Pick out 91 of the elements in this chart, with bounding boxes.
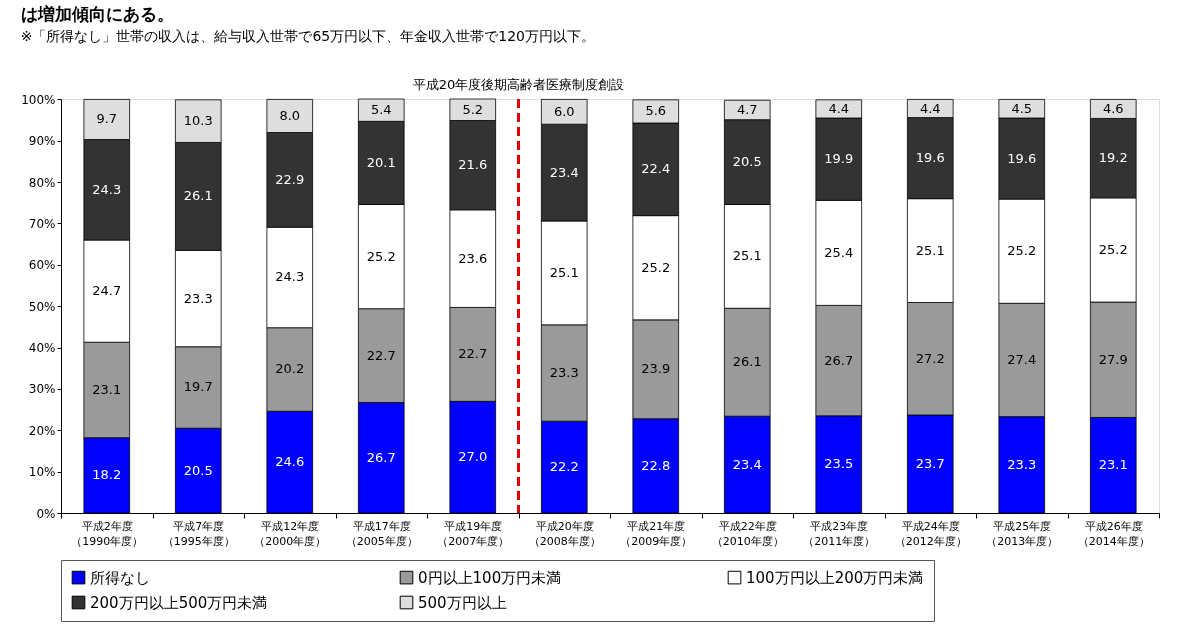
data-label: 6.0: [553, 103, 575, 119]
data-label: 22.7: [458, 346, 488, 362]
data-label: 4.4: [919, 100, 941, 116]
data-label: 4.6: [1102, 100, 1124, 116]
data-label: 25.4: [824, 244, 854, 260]
data-label: 27.0: [458, 449, 488, 465]
text: は増加傾向にある。: [20, 4, 174, 24]
data-label: 20.5: [732, 154, 762, 170]
y-tick-label: 40%: [28, 341, 56, 356]
x-tick-label: 平成22年度（2010年度）: [711, 519, 784, 548]
data-label: 20.2: [275, 361, 305, 377]
data-label: 9.7: [96, 111, 118, 127]
x-tick-label: 平成21年度（2009年度）: [620, 519, 693, 548]
data-label: 26.7: [366, 449, 396, 465]
data-label: 4.5: [1011, 100, 1033, 116]
text: ※「所得なし」世帯の収入は、給与収入世帯で65万円以下、年金収入世帯で120万円以下。: [20, 28, 595, 44]
legend-label: 100万円以上200万円未満: [746, 568, 924, 587]
x-tick-label: 平成20年度（2008年度）: [528, 519, 601, 548]
data-label: 23.4: [549, 164, 579, 180]
data-label: 22.2: [549, 459, 579, 475]
data-label: 19.9: [824, 151, 854, 167]
data-label: 19.2: [1098, 150, 1128, 166]
data-label: 23.3: [549, 365, 579, 380]
data-label: 26.1: [732, 354, 762, 370]
data-label: 19.7: [183, 379, 213, 395]
y-tick-label: 90%: [28, 134, 56, 149]
data-label: 25.2: [1098, 241, 1128, 257]
y-tick-label: 30%: [28, 382, 56, 397]
data-label: 8.0: [279, 107, 301, 123]
data-label: 19.6: [915, 150, 945, 166]
data-label: 25.1: [732, 248, 762, 264]
x-tick-label: 平成7年度（1995年度）: [162, 519, 235, 548]
data-label: 4.4: [828, 100, 850, 116]
data-label: 25.1: [915, 242, 945, 258]
x-tick-label: 平成17年度（2005年度）: [345, 519, 418, 548]
legend-label: 500万円以上: [418, 593, 507, 612]
legend-label: 所得なし: [90, 568, 150, 587]
legend-label: 0円以上100万円未満: [418, 568, 562, 587]
data-label: 23.5: [824, 456, 854, 472]
data-label: 24.7: [92, 283, 122, 299]
data-label: 23.9: [641, 361, 671, 377]
data-label: 25.1: [549, 264, 579, 280]
data-label: 22.9: [275, 171, 305, 187]
y-tick-label: 50%: [28, 299, 56, 314]
data-label: 23.1: [92, 381, 122, 397]
data-label: 25.2: [1007, 243, 1037, 259]
data-label: 22.8: [641, 457, 671, 473]
data-label: 5.4: [370, 102, 392, 118]
data-label: 4.7: [736, 101, 758, 117]
data-label: 20.5: [183, 462, 213, 478]
x-tick-label: 平成25年度（2013年度）: [986, 519, 1059, 548]
data-label: 27.2: [915, 350, 945, 366]
data-label: 23.3: [1007, 456, 1037, 472]
x-tick-label: 平成24年度（2012年度）: [894, 519, 967, 548]
data-label: 25.2: [366, 248, 396, 264]
data-label: 24.6: [275, 454, 305, 470]
data-label: 23.6: [458, 250, 488, 266]
data-label: 25.2: [641, 259, 671, 275]
data-label: 23.1: [1098, 457, 1128, 473]
data-label: 18.2: [92, 467, 122, 483]
data-label: 5.6: [645, 103, 667, 119]
x-tick-label: 平成19年度（2007年度）: [437, 519, 510, 548]
data-label: 24.3: [275, 269, 305, 285]
data-label: 20.1: [366, 154, 396, 170]
data-label: 5.2: [462, 101, 484, 117]
x-tick-label: 平成2年度（1990年度）: [71, 519, 144, 548]
data-label: 23.3: [183, 290, 213, 306]
y-tick-label: 20%: [28, 423, 56, 438]
data-label: 22.4: [641, 161, 671, 177]
x-tick-label: 平成26年度（2014年度）: [1077, 519, 1150, 548]
data-label: 22.7: [366, 347, 396, 363]
data-label: 23.7: [915, 455, 945, 471]
legend-label: 200万円以上500万円未満: [90, 593, 268, 612]
data-label: 19.6: [1007, 150, 1037, 166]
data-label: 10.3: [183, 113, 213, 129]
y-tick-label: 70%: [28, 216, 56, 231]
y-tick-label: 100%: [21, 92, 56, 107]
data-label: 26.7: [824, 352, 854, 368]
data-label: 21.6: [458, 157, 488, 173]
data-label: 27.9: [1098, 351, 1128, 367]
x-tick-label: 平成12年度（2000年度）: [254, 519, 327, 548]
y-tick-label: 0%: [36, 506, 56, 521]
data-label: 26.1: [183, 188, 213, 204]
y-tick-label: 10%: [28, 465, 56, 480]
y-tick-label: 80%: [28, 175, 56, 190]
y-tick-label: 60%: [28, 258, 56, 273]
data-label: 23.4: [732, 456, 762, 472]
data-label: 24.3: [92, 181, 122, 197]
data-label: 27.4: [1007, 351, 1037, 367]
x-tick-label: 平成23年度（2011年度）: [803, 519, 876, 548]
ref-line-label: 平成20年度後期高齢者医療制度創設: [412, 77, 625, 92]
